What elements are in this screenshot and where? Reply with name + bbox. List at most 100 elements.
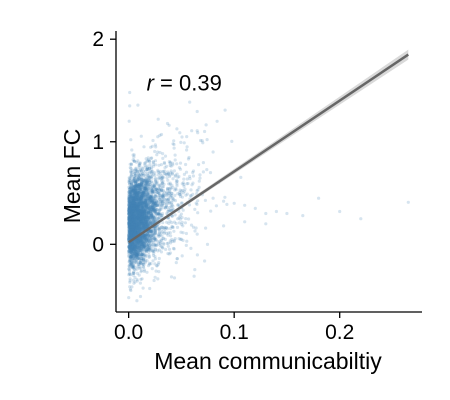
data-point <box>134 229 138 233</box>
data-point <box>145 270 149 274</box>
data-point <box>132 207 136 211</box>
data-point <box>180 182 184 186</box>
data-point <box>132 208 136 213</box>
data-point <box>195 202 199 206</box>
data-point <box>134 230 138 234</box>
data-point <box>139 218 143 222</box>
data-point <box>149 229 153 233</box>
data-point <box>153 215 157 219</box>
data-point <box>155 264 159 268</box>
data-point <box>129 182 133 187</box>
data-point <box>149 145 153 149</box>
data-point <box>169 275 174 279</box>
data-point <box>144 222 148 226</box>
data-point <box>132 244 136 248</box>
data-point <box>138 229 142 233</box>
data-point <box>130 230 135 234</box>
data-point <box>139 219 143 223</box>
data-point <box>136 213 140 217</box>
data-point <box>127 210 131 214</box>
data-point <box>130 181 134 185</box>
data-point <box>132 217 136 221</box>
data-point <box>179 201 183 205</box>
data-point <box>132 212 136 216</box>
data-point <box>141 265 145 269</box>
data-point <box>155 264 159 268</box>
data-point <box>133 216 137 220</box>
data-point <box>130 189 135 193</box>
data-point <box>156 191 160 195</box>
data-point <box>147 183 151 188</box>
data-point <box>137 214 141 218</box>
data-point <box>135 217 140 221</box>
data-point <box>148 206 152 210</box>
data-point <box>130 218 134 222</box>
data-point <box>129 197 134 201</box>
data-point <box>142 145 146 149</box>
data-point <box>139 262 144 266</box>
data-point <box>184 217 188 221</box>
data-point <box>170 183 174 187</box>
data-point <box>144 208 148 212</box>
data-point <box>154 176 158 180</box>
data-point <box>133 246 137 250</box>
data-point <box>157 212 161 216</box>
data-point <box>146 234 150 238</box>
data-point <box>133 209 138 213</box>
data-point <box>185 135 189 139</box>
data-point <box>129 224 133 228</box>
data-point <box>181 208 185 212</box>
data-point <box>172 247 176 251</box>
data-point <box>128 185 132 189</box>
data-point <box>128 231 133 235</box>
data-point <box>130 208 134 212</box>
data-point <box>136 225 140 229</box>
data-point <box>150 203 154 207</box>
data-point <box>136 214 140 218</box>
data-point <box>129 252 133 256</box>
data-point <box>153 204 157 208</box>
data-point <box>150 144 154 148</box>
data-point <box>135 182 139 186</box>
data-point <box>132 233 136 237</box>
data-point <box>167 201 171 205</box>
data-point <box>180 201 184 205</box>
data-point <box>156 211 160 216</box>
data-point <box>131 224 135 228</box>
data-point <box>130 214 134 219</box>
data-point <box>133 240 138 244</box>
data-point <box>128 256 132 260</box>
data-point <box>138 197 142 201</box>
y-tick-label: 1 <box>92 131 104 154</box>
data-point <box>128 225 132 229</box>
data-point <box>145 206 149 210</box>
data-point <box>135 222 139 226</box>
data-point <box>128 214 132 218</box>
data-point <box>147 186 151 190</box>
data-point <box>150 200 154 204</box>
data-point <box>147 176 151 180</box>
data-point <box>142 179 146 183</box>
data-point <box>146 215 150 219</box>
data-point <box>165 232 169 236</box>
data-point <box>141 248 146 252</box>
data-point <box>128 245 132 249</box>
data-point <box>149 195 153 200</box>
data-point <box>134 166 138 170</box>
data-point <box>133 211 137 215</box>
data-point <box>137 230 141 234</box>
data-point <box>128 200 132 204</box>
data-point <box>127 214 131 219</box>
data-point <box>128 234 132 238</box>
data-point <box>130 195 134 199</box>
data-point <box>128 211 132 216</box>
data-point <box>146 233 151 237</box>
data-point <box>147 171 151 175</box>
data-point <box>142 209 146 213</box>
data-point <box>134 215 138 219</box>
data-point <box>132 281 136 285</box>
data-point <box>132 177 137 181</box>
data-point <box>129 208 133 213</box>
data-point <box>184 243 188 247</box>
data-point <box>135 231 139 235</box>
